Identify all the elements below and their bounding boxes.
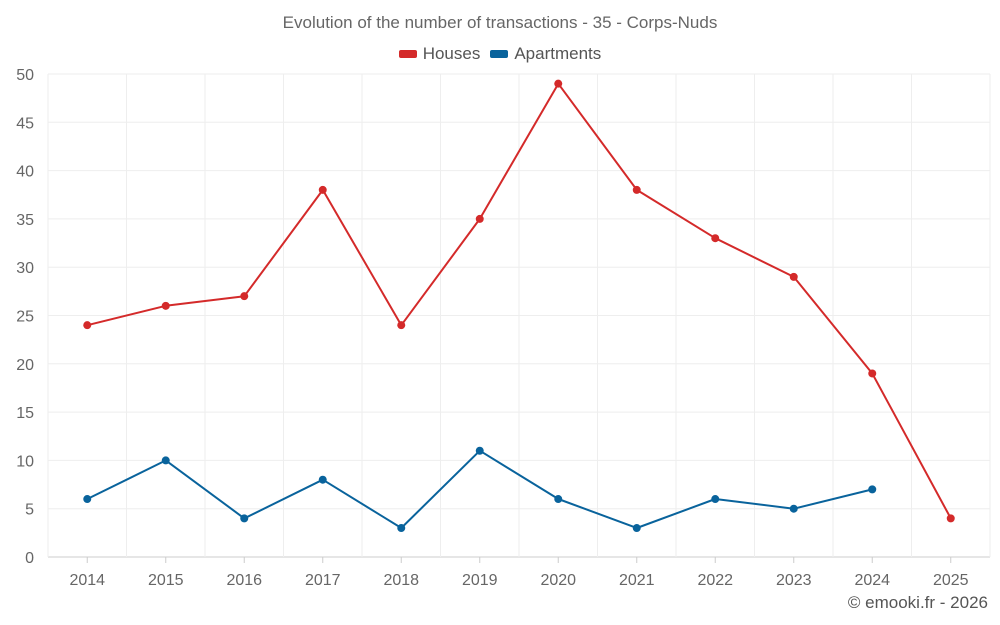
x-tick-label: 2020 [540,572,576,589]
chart-legend: Houses Apartments [0,44,1000,64]
data-point-apartments [240,514,249,523]
y-tick-label: 25 [16,309,34,326]
y-tick-label: 20 [16,357,34,374]
legend-label-houses: Houses [422,44,481,63]
data-point-houses [475,214,484,223]
x-tick-label: 2019 [462,572,498,589]
data-point-houses [946,514,955,523]
legend-swatch-houses [398,50,417,58]
data-point-apartments [868,485,877,494]
data-point-apartments [789,504,798,513]
legend-item-houses[interactable]: Houses [398,44,481,64]
x-tick-label: 2022 [697,572,733,589]
x-tick-label: 2023 [776,572,812,589]
y-tick-label: 10 [16,453,34,470]
legend-item-apartments[interactable]: Apartments [490,44,601,64]
y-tick-label: 45 [16,115,34,132]
data-point-houses [632,185,641,194]
x-tick-label: 2016 [226,572,262,589]
data-point-apartments [711,495,720,504]
legend-swatch-apartments [490,50,509,58]
data-point-houses [161,301,170,310]
x-tick-label: 2014 [69,572,105,589]
data-point-houses [240,292,249,301]
chart-title: Evolution of the number of transactions … [282,13,718,32]
data-point-houses [318,185,327,194]
x-tick-label: 2021 [619,572,655,589]
data-point-houses [868,369,877,378]
y-tick-label: 30 [16,260,34,277]
y-tick-label: 15 [16,405,34,422]
data-point-apartments [397,524,406,533]
x-tick-label: 2015 [148,572,184,589]
data-point-apartments [318,475,327,484]
data-point-houses [397,321,406,330]
y-tick-label: 0 [25,550,34,567]
data-point-houses [711,234,720,243]
legend-label-apartments: Apartments [514,44,602,63]
data-point-apartments [554,495,563,504]
data-point-apartments [83,495,92,504]
data-point-houses [83,321,92,330]
x-tick-label: 2025 [933,572,969,589]
x-tick-label: 2017 [305,572,341,589]
data-point-houses [554,79,563,88]
x-tick-label: 2024 [854,572,890,589]
y-tick-label: 40 [16,164,34,181]
x-tick-label: 2018 [383,572,419,589]
data-point-houses [789,272,798,281]
data-point-apartments [475,446,484,455]
series-line-houses [87,82,952,519]
y-tick-label: 5 [25,502,34,519]
y-tick-label: 35 [16,212,34,229]
credit-text: © emooki.fr - 2026 [847,593,988,612]
data-point-apartments [161,456,170,465]
y-tick-label: 50 [16,67,34,84]
data-point-apartments [632,524,641,533]
